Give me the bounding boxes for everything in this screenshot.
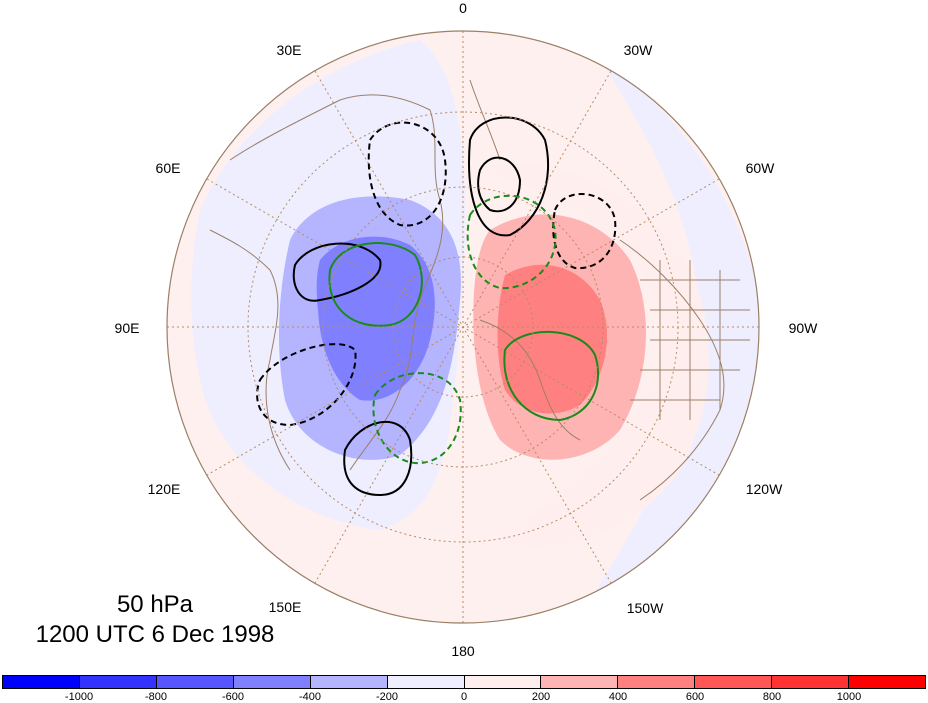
lon-label: 150E: [268, 599, 302, 615]
contour-green-solid: [503, 330, 600, 422]
colorbar: [2, 675, 926, 689]
lon-label: 30W: [623, 42, 653, 58]
colorbar-swatch: [387, 676, 465, 688]
shading-pos-light: [475, 163, 709, 547]
colorbar-tick-label: 400: [608, 691, 628, 703]
contour-green-dashed: [372, 372, 462, 465]
shading-neg-400: [316, 236, 435, 401]
colorbar-tick-label: 600: [685, 691, 705, 703]
contour-black-solid: [292, 242, 382, 302]
colorbar-swatch: [233, 676, 311, 688]
lon-label: 60E: [155, 160, 181, 176]
colorbar-tick-label: 200: [531, 691, 551, 703]
lon-label: 120W: [745, 481, 783, 497]
lon-label: 150W: [626, 600, 664, 616]
colorbar-swatch: [156, 676, 234, 688]
colorbar-swatch: [618, 676, 696, 688]
contour-black-dashed: [367, 121, 447, 227]
colorbar-swatch: [464, 676, 542, 688]
lon-label: 60W: [745, 160, 775, 176]
colorbar-tick-label: 0: [460, 691, 468, 703]
lon-label: 120E: [147, 481, 181, 497]
latlon-grid: [167, 31, 759, 623]
contour-black-solid: [477, 156, 522, 213]
colorbar-swatch: [695, 676, 773, 688]
colorbar-tick-label: -200: [375, 691, 399, 703]
colorbar-swatch: [3, 676, 80, 688]
lon-label: 0: [459, 0, 467, 16]
colorbar-tick-label: 1000: [836, 691, 862, 703]
contour-black-solid: [468, 116, 550, 237]
contour-green-dashed: [466, 194, 557, 290]
colorbar-tick-label: -800: [144, 691, 168, 703]
lon-label: 30E: [276, 42, 302, 58]
contours: [256, 116, 617, 497]
colorbar-tick-label: -1000: [64, 691, 94, 703]
lon-label: 90W: [788, 320, 818, 336]
colorbar-swatch: [79, 676, 157, 688]
map-boundary: [166, 30, 760, 624]
lon-label: 90E: [114, 320, 140, 336]
contour-green-solid: [328, 242, 423, 327]
colorbar-swatch: [541, 676, 619, 688]
title-block: 50 hPa 1200 UTC 6 Dec 1998: [0, 590, 310, 650]
colorbar-tick-label: -600: [221, 691, 245, 703]
shading-pos-400: [497, 264, 608, 414]
colorbar-swatch: [772, 676, 850, 688]
colorbar-swatch: [849, 676, 926, 688]
valid-time: 1200 UTC 6 Dec 1998: [35, 621, 275, 648]
colorbar-tick-label: -400: [298, 691, 322, 703]
pressure-level: 50 hPa: [116, 591, 194, 618]
contour-black-dashed: [552, 193, 617, 270]
colorbar-tick-label: 800: [762, 691, 782, 703]
lon-label: 180: [451, 643, 475, 659]
colorbar-swatch: [310, 676, 388, 688]
shading-neg-east: [590, 60, 759, 600]
